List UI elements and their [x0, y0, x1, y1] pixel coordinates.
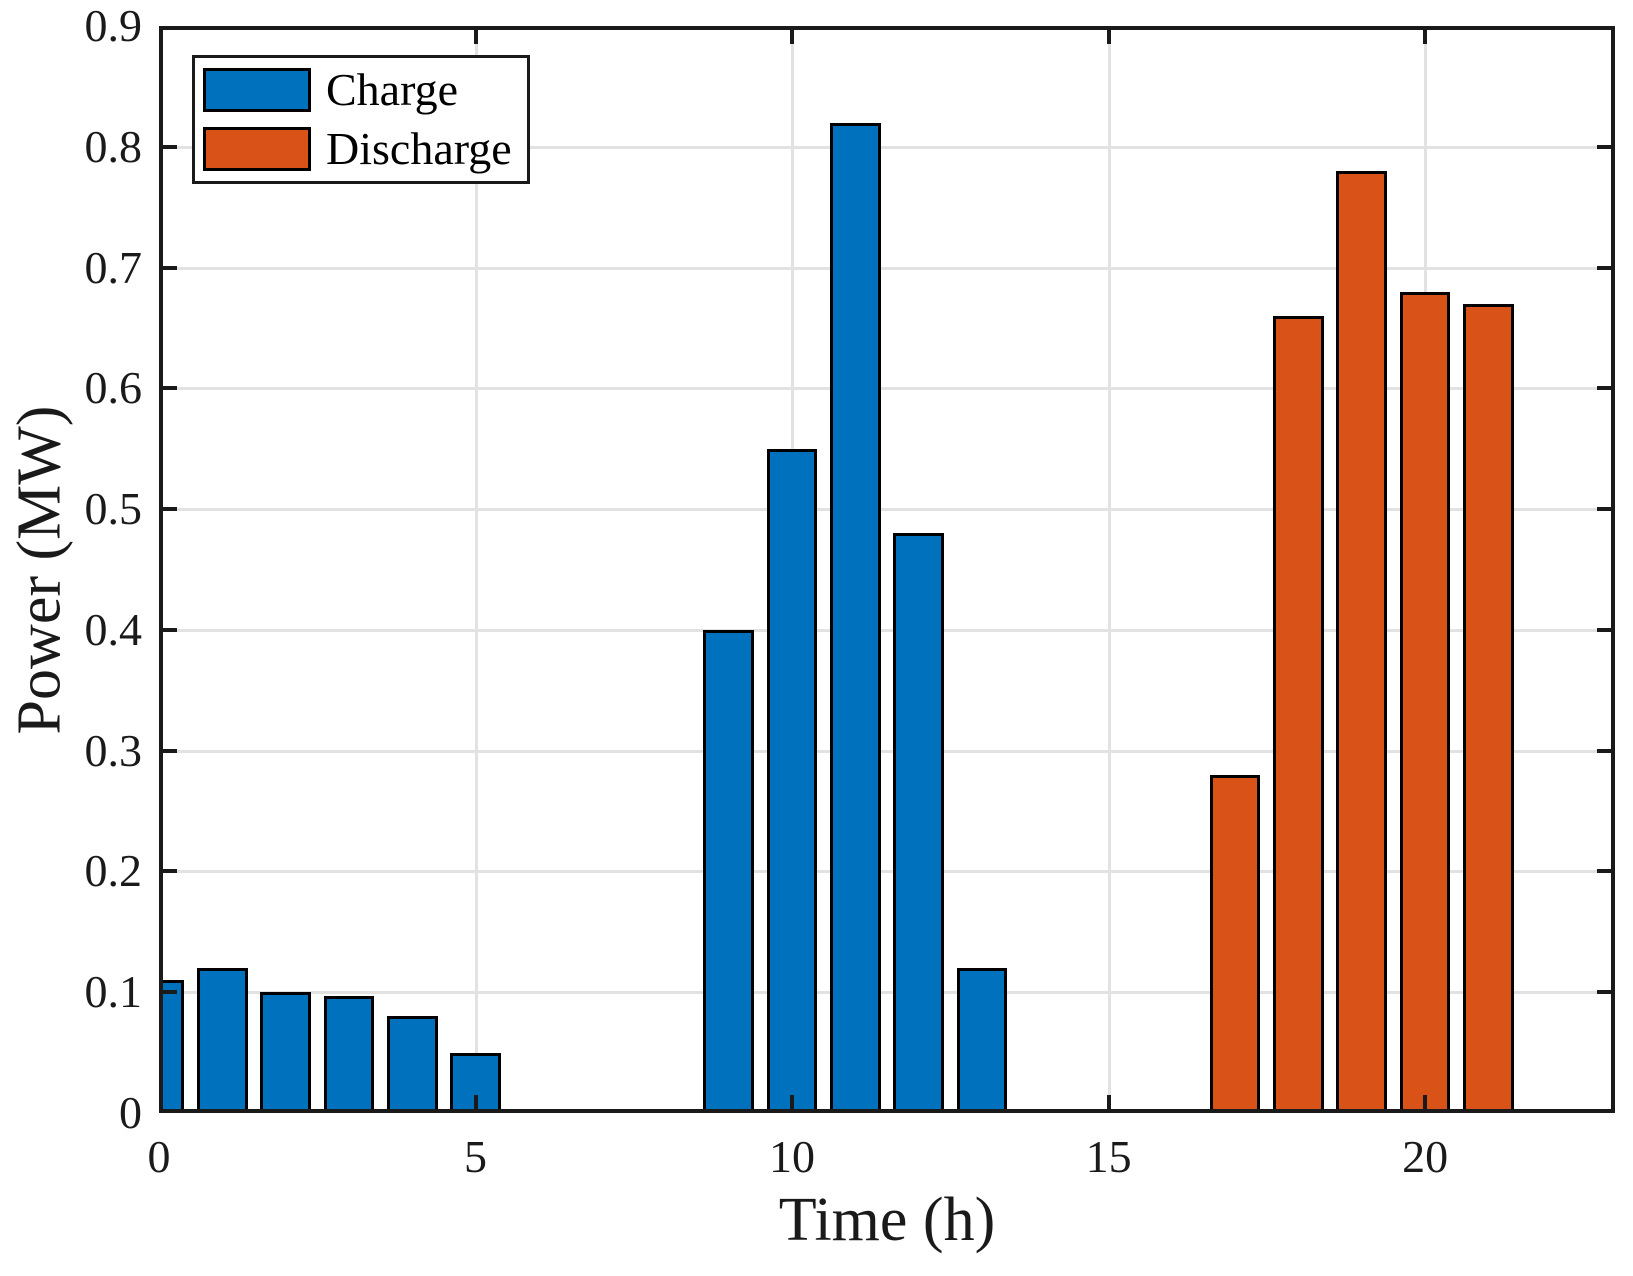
- bar-charge-h9: [703, 629, 755, 1113]
- y-tick-left-0.1: [159, 990, 177, 995]
- y-tick-left-0.4: [159, 627, 177, 632]
- y-tick-label-0.3: 0.3: [84, 724, 143, 776]
- x-axis-label: Time (h): [778, 1186, 996, 1254]
- y-tick-left-0.7: [159, 265, 177, 270]
- x-tick-top-10: [790, 26, 795, 44]
- y-tick-right-0.4: [1597, 627, 1615, 632]
- x-tick-bottom-15: [1106, 1095, 1111, 1113]
- y-tick-left-0.3: [159, 748, 177, 753]
- gridline-y-0.3: [159, 749, 1615, 753]
- legend-item-charge: Charge: [203, 64, 527, 115]
- x-tick-top-15: [1106, 26, 1111, 44]
- y-tick-left-0.5: [159, 507, 177, 512]
- bar-discharge-h19: [1336, 170, 1388, 1113]
- bar-charge-h11: [830, 122, 881, 1113]
- x-tick-label-20: 20: [1402, 1131, 1449, 1182]
- legend-item-discharge: Discharge: [203, 123, 527, 174]
- y-tick-right-0.6: [1597, 386, 1615, 391]
- y-tick-right-0.1: [1597, 990, 1615, 995]
- gridline-y-0.7: [159, 266, 1615, 270]
- y-tick-right-0.5: [1597, 507, 1615, 512]
- x-tick-label-10: 10: [769, 1131, 816, 1182]
- y-tick-label-0: 0: [119, 1087, 142, 1138]
- bar-charge-h1: [196, 968, 248, 1113]
- legend: Charge Discharge: [192, 55, 530, 184]
- x-tick-bottom-20: [1423, 1095, 1428, 1113]
- gridline-x-15: [1107, 26, 1111, 1113]
- y-tick-label-0.8: 0.8: [84, 120, 143, 172]
- bar-charge-h0: [159, 980, 185, 1113]
- gridline-x-5: [474, 26, 478, 1113]
- charge-swatch-icon: [203, 68, 311, 112]
- y-tick-right-0.3: [1597, 748, 1615, 753]
- gridline-y-0.5: [159, 508, 1615, 512]
- x-tick-label-15: 15: [1085, 1131, 1132, 1182]
- gridline-y-0.1: [159, 991, 1615, 995]
- legend-label-discharge: Discharge: [326, 123, 512, 174]
- y-tick-label-0.4: 0.4: [84, 603, 143, 655]
- plot-area: Charge Discharge: [159, 26, 1615, 1113]
- y-tick-right-0.2: [1597, 869, 1615, 874]
- y-tick-right-0.8: [1597, 144, 1615, 149]
- gridline-y-0.6: [159, 387, 1615, 391]
- y-tick-label-0.1: 0.1: [84, 966, 143, 1018]
- y-tick-label-0.9: 0.9: [84, 0, 143, 51]
- bar-charge-h13: [956, 968, 1008, 1113]
- bar-charge-h3: [323, 995, 375, 1113]
- y-tick-right-0.7: [1597, 265, 1615, 270]
- y-axis-label: Power (MW): [5, 405, 74, 735]
- x-tick-bottom-5: [473, 1095, 478, 1113]
- bar-charge-h2: [260, 992, 311, 1113]
- bar-discharge-h21: [1463, 303, 1514, 1113]
- x-tick-label-5: 5: [464, 1131, 488, 1182]
- y-tick-label-0.7: 0.7: [84, 241, 143, 293]
- bar-discharge-h18: [1273, 315, 1324, 1113]
- y-tick-left-0.2: [159, 869, 177, 874]
- gridline-y-0.8: [159, 145, 1615, 149]
- legend-label-charge: Charge: [326, 64, 459, 115]
- bar-charge-h10: [766, 448, 818, 1113]
- bar-discharge-h20: [1399, 291, 1451, 1113]
- gridline-y-0.2: [159, 870, 1615, 874]
- y-tick-left-0.8: [159, 144, 177, 149]
- x-tick-label-0: 0: [147, 1131, 171, 1182]
- x-tick-top-5: [473, 26, 478, 44]
- gridline-y-0.4: [159, 628, 1615, 632]
- y-tick-label-0.6: 0.6: [84, 362, 143, 414]
- x-tick-bottom-10: [790, 1095, 795, 1113]
- x-tick-top-20: [1423, 26, 1428, 44]
- y-tick-label-0.5: 0.5: [84, 483, 143, 535]
- y-tick-left-0.6: [159, 386, 177, 391]
- bar-discharge-h17: [1209, 774, 1261, 1113]
- y-tick-label-0.2: 0.2: [84, 845, 143, 897]
- bar-charge-h4: [386, 1016, 438, 1113]
- discharge-swatch-icon: [203, 127, 311, 171]
- bar-charge-h12: [893, 533, 944, 1113]
